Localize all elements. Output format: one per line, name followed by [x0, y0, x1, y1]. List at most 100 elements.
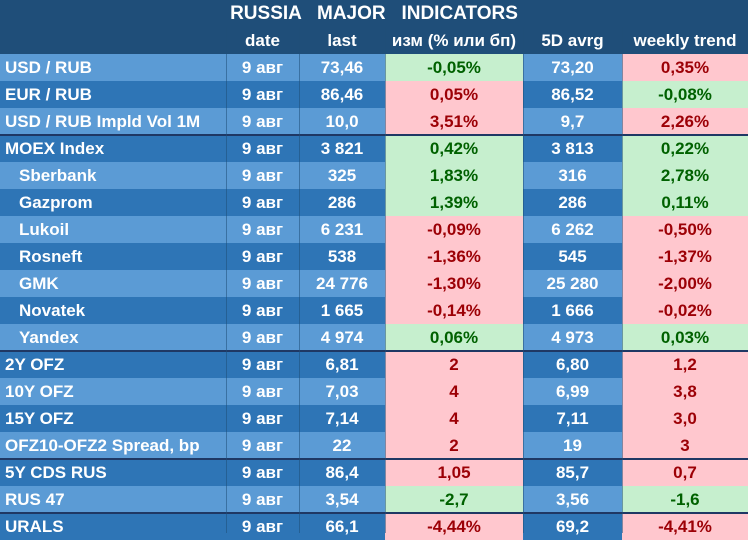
indicator-name: 10Y OFZ [0, 378, 226, 405]
5d-average-value: 6,99 [523, 378, 622, 405]
table-row: RUS 47 9 авг 3,54 -2,7 3,56 -1,6 [0, 486, 748, 513]
5d-average-value: 3 813 [523, 135, 622, 162]
table-row: 5Y CDS RUS 9 авг 86,4 1,05 85,7 0,7 [0, 459, 748, 486]
last-value: 10,0 [299, 108, 385, 135]
last-value: 66,1 [299, 513, 385, 540]
weekly-trend-value: 3 [622, 432, 748, 459]
indicator-name: Gazprom [0, 189, 226, 216]
change-value: -4,44% [385, 513, 523, 540]
group-divider [0, 512, 748, 514]
column-divider [299, 27, 300, 533]
table-row: Lukoil 9 авг 6 231 -0,09% 6 262 -0,50% [0, 216, 748, 243]
date-cell: 9 авг [226, 243, 299, 270]
last-value: 6,81 [299, 351, 385, 378]
table-title: RUSSIA MAJOR INDICATORS [0, 0, 748, 27]
indicator-name: USD / RUB [0, 54, 226, 81]
indicator-name: 2Y OFZ [0, 351, 226, 378]
weekly-trend-value: -0,50% [622, 216, 748, 243]
date-cell: 9 авг [226, 324, 299, 351]
5d-average-value: 545 [523, 243, 622, 270]
change-value: 2 [385, 432, 523, 459]
indicator-name: USD / RUB Impld Vol 1M [0, 108, 226, 135]
table-row: Novatek 9 авг 1 665 -0,14% 1 666 -0,02% [0, 297, 748, 324]
weekly-trend-value: -2,00% [622, 270, 748, 297]
date-cell: 9 авг [226, 432, 299, 459]
weekly-trend-value: -4,41% [622, 513, 748, 540]
header-5d-average: 5D avrg [523, 27, 622, 54]
group-divider [0, 134, 748, 136]
header-last: last [299, 27, 385, 54]
table-row: OFZ10-OFZ2 Spread, bp 9 авг 22 2 19 3 [0, 432, 748, 459]
5d-average-value: 86,52 [523, 81, 622, 108]
weekly-trend-value: 2,78% [622, 162, 748, 189]
header-row: date last изм (% или бп) 5D avrg weekly … [0, 27, 748, 54]
header-change: изм (% или бп) [385, 27, 523, 54]
change-value: 1,39% [385, 189, 523, 216]
5d-average-value: 1 666 [523, 297, 622, 324]
indicator-name: Sberbank [0, 162, 226, 189]
last-value: 286 [299, 189, 385, 216]
5d-average-value: 69,2 [523, 513, 622, 540]
table-row: Gazprom 9 авг 286 1,39% 286 0,11% [0, 189, 748, 216]
table-row: 15Y OFZ 9 авг 7,14 4 7,11 3,0 [0, 405, 748, 432]
last-value: 86,4 [299, 459, 385, 486]
5d-average-value: 73,20 [523, 54, 622, 81]
change-value: 0,05% [385, 81, 523, 108]
weekly-trend-value: 1,2 [622, 351, 748, 378]
indicator-name: Lukoil [0, 216, 226, 243]
date-cell: 9 авг [226, 162, 299, 189]
weekly-trend-value: 0,03% [622, 324, 748, 351]
column-divider [385, 27, 386, 533]
indicator-name: Rosneft [0, 243, 226, 270]
header-weekly-trend: weekly trend [622, 27, 748, 54]
change-value: -0,14% [385, 297, 523, 324]
indicator-name: Yandex [0, 324, 226, 351]
indicator-name: OFZ10-OFZ2 Spread, bp [0, 432, 226, 459]
last-value: 3 821 [299, 135, 385, 162]
change-value: 4 [385, 405, 523, 432]
last-value: 3,54 [299, 486, 385, 513]
date-cell: 9 авг [226, 486, 299, 513]
weekly-trend-value: 0,11% [622, 189, 748, 216]
weekly-trend-value: -0,08% [622, 81, 748, 108]
indicator-name: 15Y OFZ [0, 405, 226, 432]
table-row: Yandex 9 авг 4 974 0,06% 4 973 0,03% [0, 324, 748, 351]
last-value: 538 [299, 243, 385, 270]
5d-average-value: 85,7 [523, 459, 622, 486]
change-value: 1,83% [385, 162, 523, 189]
weekly-trend-value: 3,0 [622, 405, 748, 432]
last-value: 22 [299, 432, 385, 459]
table-row: EUR / RUB 9 авг 86,46 0,05% 86,52 -0,08% [0, 81, 748, 108]
table-row: 2Y OFZ 9 авг 6,81 2 6,80 1,2 [0, 351, 748, 378]
change-value: -0,09% [385, 216, 523, 243]
weekly-trend-value: 0,22% [622, 135, 748, 162]
header-indicator [0, 27, 226, 54]
indicator-name: Novatek [0, 297, 226, 324]
date-cell: 9 авг [226, 108, 299, 135]
indicator-name: RUS 47 [0, 486, 226, 513]
table-row: Sberbank 9 авг 325 1,83% 316 2,78% [0, 162, 748, 189]
date-cell: 9 авг [226, 405, 299, 432]
table-row: MOEX Index 9 авг 3 821 0,42% 3 813 0,22% [0, 135, 748, 162]
last-value: 1 665 [299, 297, 385, 324]
group-divider [0, 458, 748, 460]
date-cell: 9 авг [226, 513, 299, 540]
change-value: -2,7 [385, 486, 523, 513]
weekly-trend-value: 0,7 [622, 459, 748, 486]
column-divider [622, 27, 623, 533]
date-cell: 9 авг [226, 297, 299, 324]
change-value: 0,06% [385, 324, 523, 351]
change-value: 4 [385, 378, 523, 405]
last-value: 7,14 [299, 405, 385, 432]
5d-average-value: 4 973 [523, 324, 622, 351]
change-value: -0,05% [385, 54, 523, 81]
weekly-trend-value: -1,6 [622, 486, 748, 513]
weekly-trend-value: -1,37% [622, 243, 748, 270]
indicator-name: GMK [0, 270, 226, 297]
change-value: 3,51% [385, 108, 523, 135]
5d-average-value: 9,7 [523, 108, 622, 135]
date-cell: 9 авг [226, 270, 299, 297]
weekly-trend-value: 0,35% [622, 54, 748, 81]
indicator-name: EUR / RUB [0, 81, 226, 108]
group-divider [0, 350, 748, 352]
